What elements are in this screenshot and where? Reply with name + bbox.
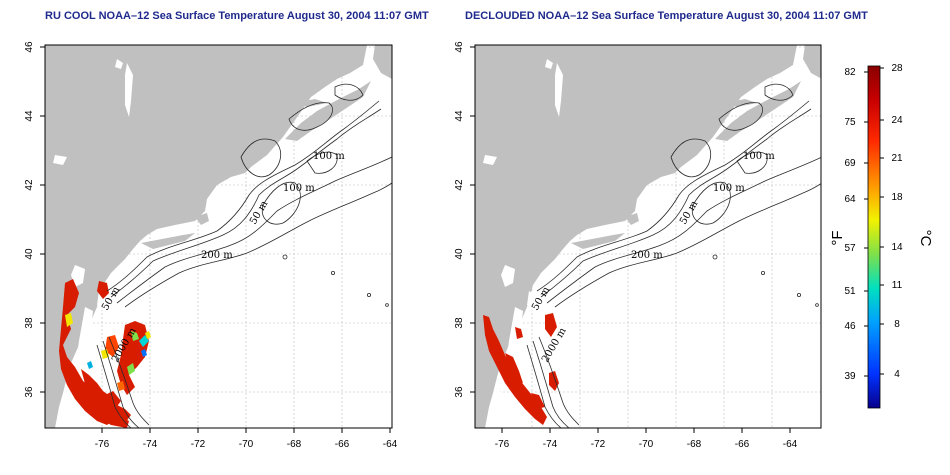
contour-label-100m-b: 100 m [713, 183, 745, 194]
contour-label-100m-a: 100 m [743, 151, 775, 162]
lat-tick-label: 44 [24, 110, 35, 122]
colorbar-ticks [864, 67, 884, 377]
celsius-label: 4 [894, 369, 900, 380]
lat-tick-label: 40 [454, 248, 465, 260]
fahrenheit-label: 39 [844, 371, 856, 382]
lon-tick-label: -70 [639, 439, 654, 450]
lon-tick-label: -64 [383, 439, 398, 450]
left-map-title: RU COOL NOAA–12 Sea Surface Temperature … [45, 10, 429, 22]
lon-tick-label: -76 [495, 439, 510, 450]
celsius-label: 28 [891, 63, 903, 74]
fahrenheit-label: 64 [844, 194, 856, 205]
contour-label-200m: 200 m [201, 250, 233, 261]
colorbar-celsius-labels: 28 24 21 18 14 11 8 4 [891, 63, 903, 380]
celsius-label: 18 [891, 192, 903, 203]
right-map-sst-swath [483, 313, 559, 425]
lat-tick-label: 42 [454, 179, 465, 191]
celsius-label: 11 [892, 280, 903, 291]
fahrenheit-label: 75 [844, 117, 856, 128]
lat-tick-label: 44 [454, 110, 465, 122]
lon-tick-label: -68 [287, 439, 302, 450]
lon-tick-label: -72 [591, 439, 606, 450]
lon-tick-label: -74 [543, 439, 558, 450]
fahrenheit-label: 51 [844, 286, 856, 297]
lon-tick-label: -64 [783, 439, 798, 450]
colorbar-celsius-unit: °C [917, 230, 934, 247]
lon-tick-label: -70 [239, 439, 254, 450]
right-map-tick-marks [470, 46, 791, 433]
lat-tick-label: 36 [454, 386, 465, 398]
fahrenheit-label: 69 [844, 158, 856, 169]
lon-tick-label: -74 [143, 439, 158, 450]
lon-tick-label: -68 [687, 439, 702, 450]
left-map-lon-tick-labels: -76 -74 -72 -70 -68 -66 -64 [95, 439, 398, 450]
lat-tick-label: 40 [24, 248, 35, 260]
left-map-tick-marks [40, 46, 391, 433]
left-map-lat-tick-labels: 46 44 42 40 38 36 [24, 41, 35, 398]
right-map-title: DECLOUDED NOAA–12 Sea Surface Temperatur… [465, 10, 868, 22]
lat-tick-label: 46 [454, 41, 465, 53]
lat-tick-label: 42 [24, 179, 35, 191]
lat-tick-label: 46 [24, 41, 35, 53]
colorbar-gradient [867, 65, 881, 409]
lat-tick-label: 38 [24, 317, 35, 329]
lon-tick-label: -72 [191, 439, 206, 450]
temperature-colorbar: 82 75 69 64 57 51 46 39 28 24 21 18 14 1… [829, 63, 934, 409]
lon-tick-label: -66 [735, 439, 750, 450]
contour-label-100m-b: 100 m [283, 183, 315, 194]
right-map-lon-tick-labels: -76 -74 -72 -70 -68 -66 -64 [495, 439, 798, 450]
celsius-label: 14 [891, 242, 903, 253]
right-map-frame [474, 44, 822, 429]
contour-label-200m: 200 m [631, 250, 663, 261]
lon-tick-label: -66 [335, 439, 350, 450]
celsius-label: 24 [891, 115, 903, 126]
fahrenheit-label: 57 [844, 243, 856, 254]
lat-tick-label: 38 [454, 317, 465, 329]
celsius-label: 21 [891, 153, 903, 164]
lon-tick-label: -76 [95, 439, 110, 450]
left-map-sst-swath [59, 279, 151, 428]
left-map-panel: 100 m 100 m 50 m 200 m 50 m 2000 m -76 -… [24, 41, 398, 450]
right-map-lat-tick-labels: 46 44 42 40 38 36 [454, 41, 465, 398]
colorbar-fahrenheit-unit: °F [829, 230, 846, 245]
lat-tick-label: 36 [24, 386, 35, 398]
left-map-frame [44, 44, 393, 429]
fahrenheit-label: 46 [844, 321, 856, 332]
fahrenheit-label: 82 [844, 67, 856, 78]
celsius-label: 8 [894, 319, 900, 330]
right-map-panel: 100 m 100 m 50 m 200 m 50 m 2000 m -76 -… [454, 41, 822, 450]
contour-label-100m-a: 100 m [313, 151, 345, 162]
colorbar-fahrenheit-labels: 82 75 69 64 57 51 46 39 [844, 67, 856, 382]
